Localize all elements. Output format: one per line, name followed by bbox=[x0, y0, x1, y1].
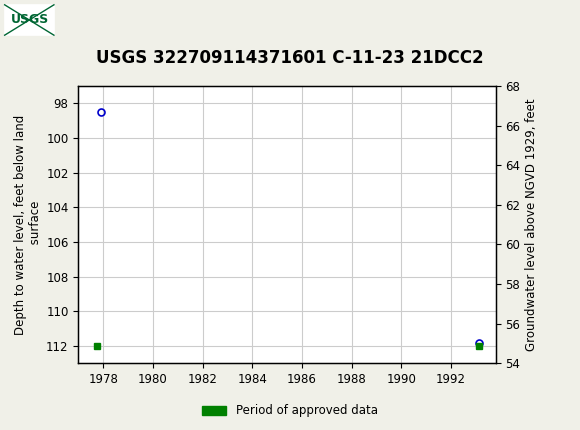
Text: USGS 322709114371601 C-11-23 21DCC2: USGS 322709114371601 C-11-23 21DCC2 bbox=[96, 49, 484, 67]
FancyBboxPatch shape bbox=[5, 5, 54, 35]
Y-axis label: Depth to water level, feet below land
 surface: Depth to water level, feet below land su… bbox=[14, 114, 42, 335]
Text: USGS: USGS bbox=[11, 13, 49, 27]
Legend: Period of approved data: Period of approved data bbox=[198, 399, 382, 422]
Y-axis label: Groundwater level above NGVD 1929, feet: Groundwater level above NGVD 1929, feet bbox=[525, 98, 538, 351]
